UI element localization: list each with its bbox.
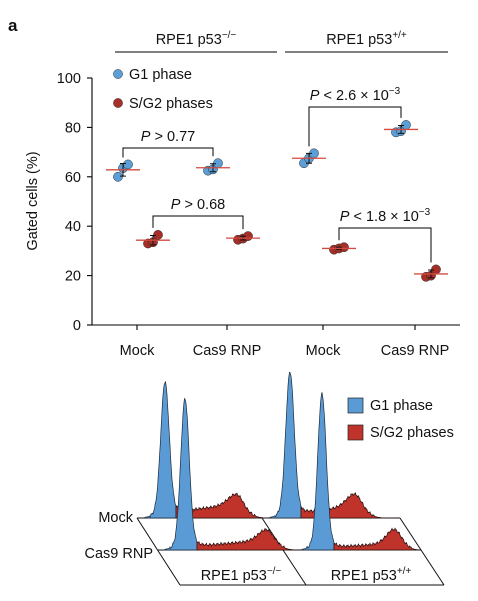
histogram-cas9-rnp-p53-plus-g1 xyxy=(301,391,335,551)
significance-bracket-0 xyxy=(122,147,214,158)
p-value-label-3: P < 1.8 × 10−3 xyxy=(340,207,431,225)
p-symbol: P xyxy=(310,88,320,104)
y-tick-label: 20 xyxy=(65,269,81,285)
column-label-superscript: +/+ xyxy=(397,566,412,577)
p-value-exponent: −3 xyxy=(419,207,431,218)
histogram-cas9-rnp-p53-minus-s-g2 xyxy=(196,527,296,551)
group-label-1: RPE1 p53+/+ xyxy=(326,30,407,48)
significance-bracket-3 xyxy=(338,227,432,263)
point-s-g2-3-2 xyxy=(431,264,441,275)
row-label-mock: Mock xyxy=(98,510,133,526)
legend-marker-s-g2 xyxy=(113,98,123,108)
group-label-superscript: +/+ xyxy=(392,30,407,41)
legend-label-s-g2: S/G2 phases xyxy=(129,96,213,112)
panel-label: a xyxy=(8,16,18,35)
y-tick-label: 100 xyxy=(57,71,81,87)
floor-edge xyxy=(136,517,181,586)
y-tick-label: 0 xyxy=(73,318,81,334)
floor-edge xyxy=(399,517,445,586)
histogram-legend-swatch-g1 xyxy=(347,397,364,414)
group-label-text: RPE1 p53 xyxy=(326,32,392,48)
significance-bracket-2 xyxy=(308,106,402,147)
group-label-0: RPE1 p53−/− xyxy=(156,30,237,48)
p-symbol: P xyxy=(340,209,350,225)
legend-label-g1: G1 phase xyxy=(129,67,192,83)
column-label-text: RPE1 p53 xyxy=(201,568,267,584)
group-label-text: RPE1 p53 xyxy=(156,32,222,48)
y-tick-label: 60 xyxy=(65,170,81,186)
x-tick-label: Mock xyxy=(120,343,155,359)
p-value-exponent: −3 xyxy=(389,86,401,97)
floor-edge xyxy=(261,517,307,586)
column-label-superscript: −/− xyxy=(267,566,282,577)
column-label-text: RPE1 p53 xyxy=(331,568,397,584)
row-label-cas9-rnp: Cas9 RNP xyxy=(85,546,154,562)
p-value-label-2: P < 2.6 × 10−3 xyxy=(310,86,401,104)
column-label-p53-minus: RPE1 p53−/− xyxy=(201,566,282,584)
p-value-text: < 1.8 × 10 xyxy=(349,209,418,225)
point-g1-1-2 xyxy=(213,158,223,169)
p-value-text: < 2.6 × 10 xyxy=(319,88,388,104)
x-tick-label: Mock xyxy=(306,343,341,359)
x-tick-label: Cas9 RNP xyxy=(381,343,450,359)
histogram-legend-label-s-g2: S/G2 phases xyxy=(370,425,454,441)
p-symbol: P xyxy=(141,129,151,145)
column-label-p53-plus: RPE1 p53+/+ xyxy=(331,566,412,584)
histogram-legend-swatch-s-g2 xyxy=(347,424,364,441)
y-tick-label: 40 xyxy=(65,219,81,235)
histogram-mock-p53-plus-g1 xyxy=(269,371,302,519)
p-value-text: > 0.77 xyxy=(150,129,195,145)
p-value-label-0: P > 0.77 xyxy=(141,129,195,145)
y-tick-label: 80 xyxy=(65,120,81,136)
legend-marker-g1 xyxy=(113,69,123,79)
y-axis-label: Gated cells (%) xyxy=(25,151,41,250)
histogram-cas9-rnp-p53-minus-g1 xyxy=(164,397,198,551)
point-g1-3-2 xyxy=(401,120,411,130)
p-value-label-1: P > 0.68 xyxy=(171,197,225,213)
point-g1-0-0 xyxy=(113,171,123,182)
point-g1-0-2 xyxy=(123,159,133,170)
point-s-g2-0-2 xyxy=(153,229,163,240)
significance-bracket-1 xyxy=(152,215,244,230)
histogram-mock-p53-minus-g1 xyxy=(144,380,177,519)
histogram-cas9-rnp-p53-plus-s-g2 xyxy=(333,527,421,551)
group-label-superscript: −/− xyxy=(222,30,237,41)
x-tick-label: Cas9 RNP xyxy=(193,343,262,359)
p-value-text: > 0.68 xyxy=(180,197,225,213)
p-symbol: P xyxy=(171,197,181,213)
histogram-legend-label-g1: G1 phase xyxy=(370,398,433,414)
